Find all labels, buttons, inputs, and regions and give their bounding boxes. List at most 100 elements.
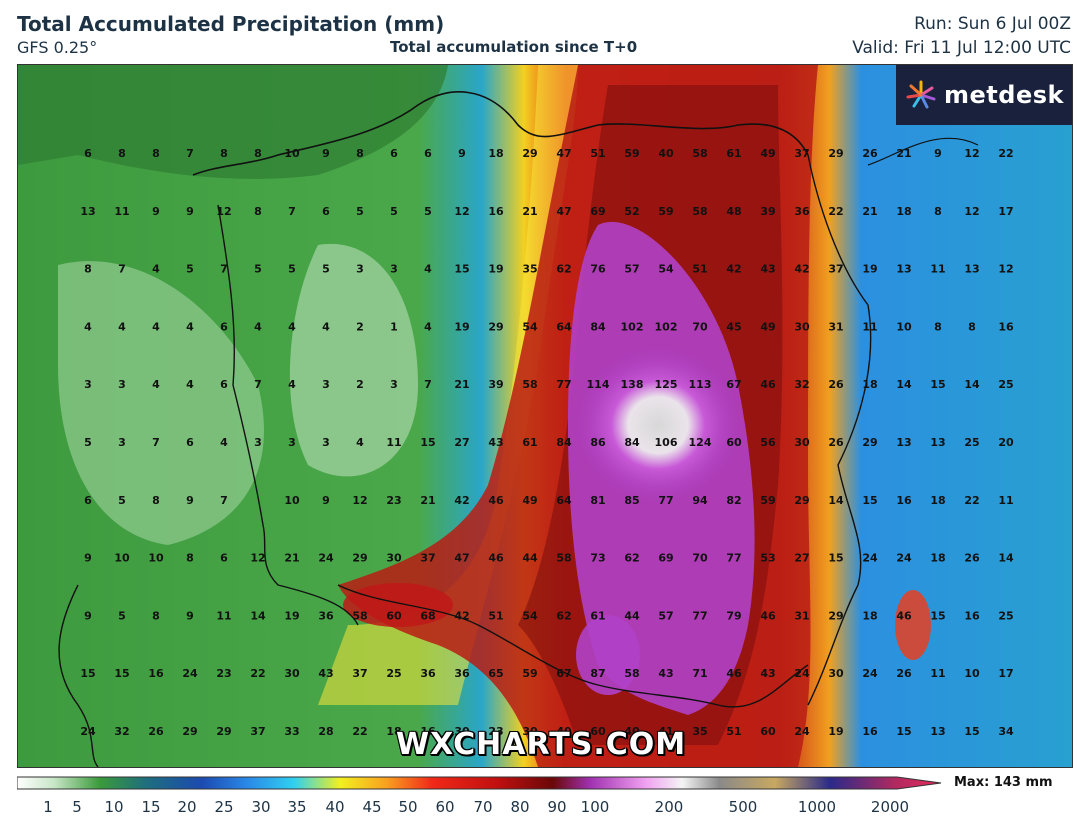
grid-value: 46 bbox=[488, 494, 504, 507]
grid-value: 24 bbox=[862, 552, 878, 565]
grid-value: 11 bbox=[216, 609, 231, 622]
grid-value: 33 bbox=[284, 725, 299, 738]
grid-value: 15 bbox=[964, 725, 979, 738]
grid-value: 4 bbox=[186, 378, 194, 391]
grid-value: 22 bbox=[828, 205, 843, 218]
grid-value: 4 bbox=[424, 320, 432, 333]
grid-value: 77 bbox=[556, 378, 571, 391]
grid-value: 37 bbox=[352, 667, 367, 680]
grid-value: 5 bbox=[118, 609, 126, 622]
grid-value: 45 bbox=[726, 320, 741, 333]
grid-value: 69 bbox=[590, 205, 605, 218]
grid-value: 11 bbox=[998, 494, 1013, 507]
grid-value: 58 bbox=[692, 205, 707, 218]
grid-value: 37 bbox=[420, 552, 435, 565]
grid-value: 10 bbox=[148, 552, 164, 565]
grid-value: 11 bbox=[386, 436, 401, 449]
grid-value: 59 bbox=[624, 147, 639, 160]
grid-value: 62 bbox=[556, 609, 571, 622]
grid-value: 29 bbox=[488, 320, 503, 333]
grid-value: 124 bbox=[689, 436, 712, 449]
grid-value: 5 bbox=[186, 263, 194, 276]
grid-value: 2 bbox=[356, 378, 364, 391]
grid-value: 16 bbox=[862, 725, 878, 738]
grid-value: 6 bbox=[220, 320, 228, 333]
grid-value: 28 bbox=[318, 725, 333, 738]
grid-value: 7 bbox=[186, 147, 194, 160]
grid-value: 18 bbox=[862, 609, 877, 622]
grid-value: 8 bbox=[152, 609, 160, 622]
grid-value: 12 bbox=[964, 147, 979, 160]
grid-value: 42 bbox=[454, 494, 469, 507]
grid-value: 60 bbox=[726, 436, 742, 449]
grid-value: 37 bbox=[250, 725, 265, 738]
grid-value: 26 bbox=[964, 552, 980, 565]
grid-value: 44 bbox=[624, 609, 640, 622]
grid-value: 7 bbox=[220, 494, 228, 507]
grid-value: 7 bbox=[220, 263, 228, 276]
colorbar-tick-label: 20 bbox=[177, 798, 197, 816]
grid-value: 14 bbox=[828, 494, 844, 507]
grid-value: 62 bbox=[556, 263, 571, 276]
run-time: Run: Sun 6 Jul 00Z bbox=[914, 14, 1071, 34]
grid-value: 4 bbox=[152, 320, 160, 333]
border-north-east bbox=[867, 137, 979, 166]
colorbar-tick-label: 40 bbox=[325, 798, 345, 816]
grid-value: 19 bbox=[828, 725, 843, 738]
grid-value: 60 bbox=[590, 725, 606, 738]
grid-value: 29 bbox=[522, 147, 537, 160]
grid-value: 61 bbox=[726, 147, 741, 160]
grid-value: 24 bbox=[318, 552, 334, 565]
grid-value: 3 bbox=[322, 378, 330, 391]
colorbar-tick-label: 15 bbox=[141, 798, 161, 816]
colorbar bbox=[17, 776, 942, 790]
grid-value: 4 bbox=[118, 320, 126, 333]
grid-value: 7 bbox=[152, 436, 160, 449]
grid-value: 27 bbox=[794, 552, 809, 565]
grid-value: 79 bbox=[726, 609, 741, 622]
grid-value: 125 bbox=[655, 378, 678, 391]
border-far-west bbox=[58, 584, 99, 767]
grid-value: 22 bbox=[964, 494, 979, 507]
grid-value: 29 bbox=[862, 436, 877, 449]
grid-value: 8 bbox=[254, 205, 262, 218]
grid-value: 73 bbox=[590, 552, 605, 565]
grid-value: 84 bbox=[556, 436, 572, 449]
colorbar-tick-label: 90 bbox=[547, 798, 567, 816]
grid-value: 16 bbox=[896, 494, 912, 507]
grid-value: 6 bbox=[84, 494, 92, 507]
grid-value: 102 bbox=[621, 320, 644, 333]
grid-value: 21 bbox=[862, 205, 877, 218]
grid-value: 19 bbox=[862, 263, 877, 276]
colorbar-tick-label: 2000 bbox=[870, 798, 910, 816]
grid-value: 21 bbox=[454, 378, 469, 391]
grid-value: 29 bbox=[182, 725, 197, 738]
grid-value: 24 bbox=[80, 725, 96, 738]
grid-value: 26 bbox=[862, 147, 878, 160]
grid-value: 6 bbox=[390, 147, 398, 160]
grid-value: 25 bbox=[998, 609, 1013, 622]
precipitation-map[interactable]: 6 8 8 7 8 8 10 9 8 6 6 9 18 29 47 51 59 40 58 61 49 37 29 26 21 9… bbox=[17, 64, 1073, 768]
grid-value: 3 bbox=[288, 436, 296, 449]
grid-value: 64 bbox=[556, 494, 572, 507]
grid-value: 9 bbox=[152, 205, 160, 218]
grid-value: 86 bbox=[590, 436, 606, 449]
grid-value: 85 bbox=[624, 494, 639, 507]
grid-value: 113 bbox=[689, 378, 712, 391]
grid-value: 3 bbox=[118, 378, 126, 391]
grid-value: 87 bbox=[590, 667, 605, 680]
grid-value: 8 bbox=[84, 263, 92, 276]
grid-value: 22 bbox=[250, 667, 265, 680]
grid-value: 67 bbox=[556, 667, 571, 680]
colorbar-tick-label: 35 bbox=[287, 798, 307, 816]
grid-value: 3 bbox=[390, 263, 398, 276]
grid-value: 46 bbox=[488, 552, 504, 565]
grid-value: 9 bbox=[934, 147, 942, 160]
grid-value: 84 bbox=[590, 320, 606, 333]
grid-value: 30 bbox=[794, 436, 810, 449]
low-precip-zone-east bbox=[289, 243, 418, 477]
grid-value: 6 bbox=[186, 436, 194, 449]
watermark: WXCHARTS.COM bbox=[396, 727, 687, 762]
grid-value: 5 bbox=[254, 263, 262, 276]
grid-value: 26 bbox=[828, 378, 844, 391]
